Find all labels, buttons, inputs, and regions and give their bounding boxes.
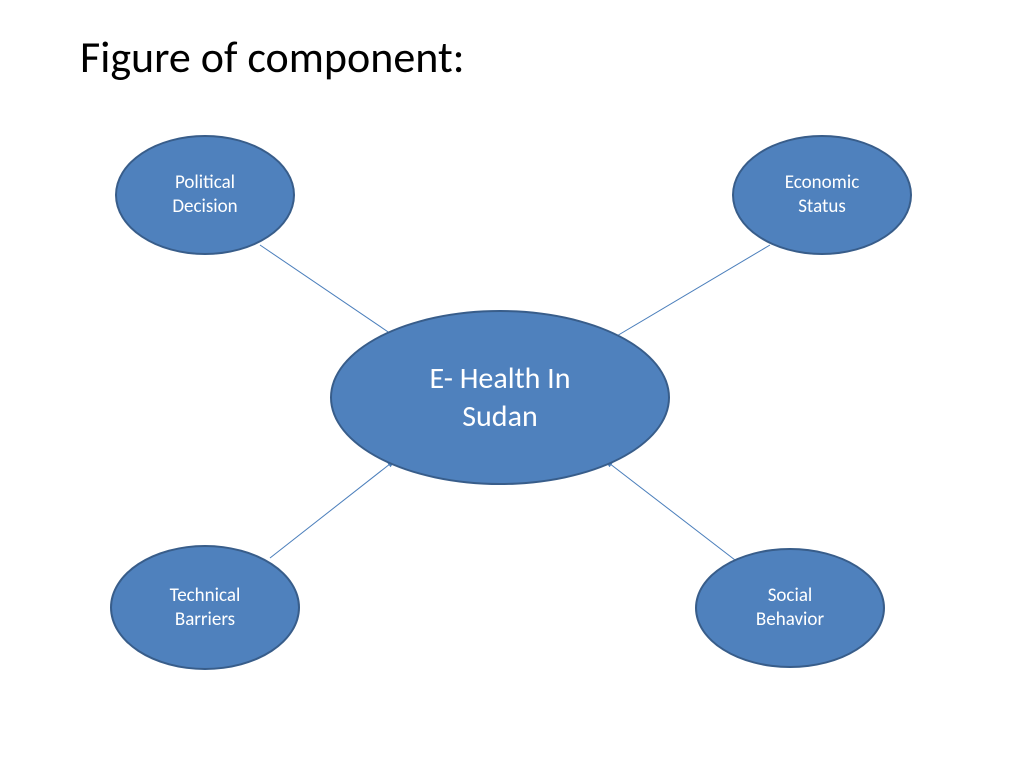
node-social: SocialBehavior	[695, 548, 885, 668]
node-technical: TechnicalBarriers	[110, 545, 300, 670]
node-political: PoliticalDecision	[115, 135, 295, 255]
node-social-label: SocialBehavior	[756, 584, 824, 632]
edge-political	[260, 245, 400, 340]
node-economic: EconomicStatus	[732, 135, 912, 255]
node-economic-label: EconomicStatus	[785, 171, 860, 219]
center-node-label: E- Health InSudan	[429, 360, 570, 435]
edge-social	[605, 460, 735, 560]
edge-economic	[610, 245, 770, 340]
node-technical-label: TechnicalBarriers	[170, 584, 241, 632]
edge-technical	[270, 460, 395, 558]
slide-title: Figure of component:	[80, 30, 464, 84]
slide: Figure of component: E- Health InSudan P…	[0, 0, 1024, 768]
node-political-label: PoliticalDecision	[172, 171, 237, 219]
center-node: E- Health InSudan	[330, 310, 670, 485]
